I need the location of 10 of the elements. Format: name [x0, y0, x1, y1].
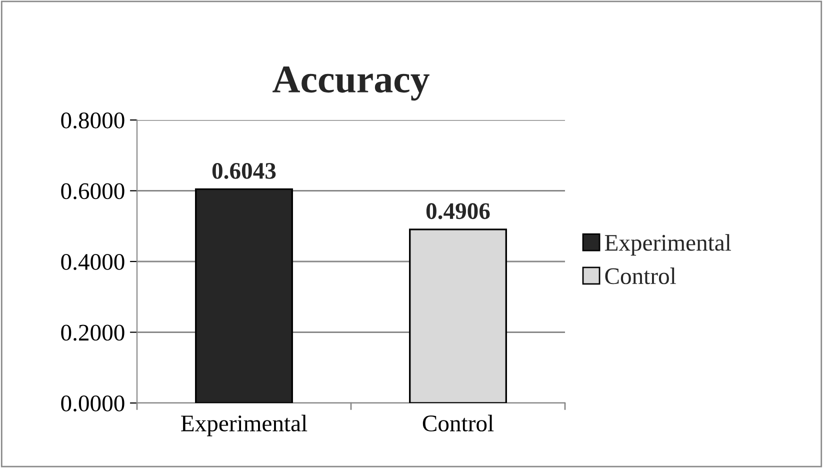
data-label: 0.4906: [426, 203, 490, 220]
y-tick-label: 0.0000: [61, 395, 124, 412]
y-tick-label: 0.6000: [61, 183, 124, 200]
chart-title: Accuracy: [272, 66, 430, 101]
y-tick-label: 0.4000: [61, 254, 124, 270]
y-tick-label: 0.2000: [61, 324, 124, 341]
y-tick-label: 0.8000: [61, 112, 124, 129]
legend-label: Experimental: [604, 234, 731, 256]
data-label: 0.6043: [212, 162, 276, 179]
legend-label: Control: [605, 268, 676, 284]
